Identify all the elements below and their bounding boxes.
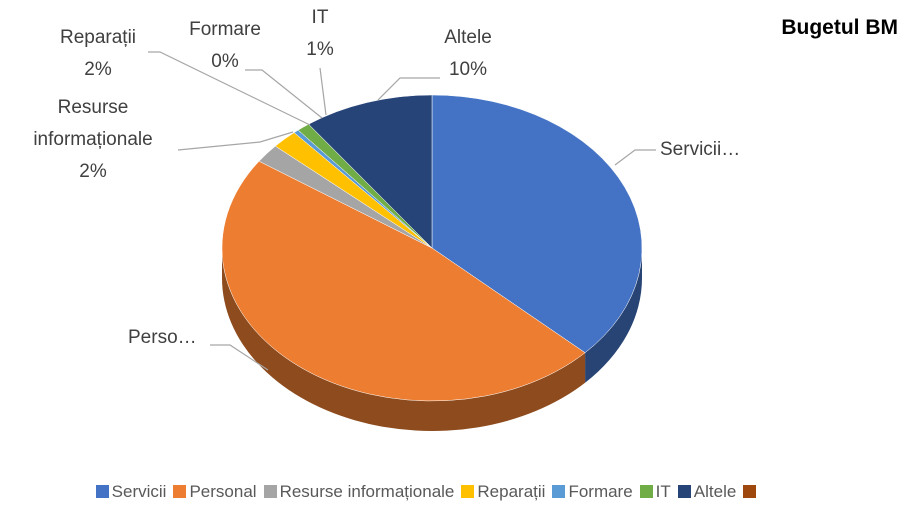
- pie-slice: [308, 94, 433, 249]
- data-label-value: 10%: [448, 59, 488, 80]
- pie-slice: [431, 94, 643, 354]
- legend-swatch: [677, 485, 691, 498]
- legend-item: Servicii: [95, 482, 167, 502]
- data-label-value: 1%: [306, 39, 334, 60]
- legend-label: Reparații: [477, 482, 546, 501]
- legend-item: Reparații: [461, 482, 545, 502]
- data-label: Formare 0%: [170, 14, 280, 78]
- leader-line: [210, 344, 269, 371]
- pie-slice: [221, 160, 586, 402]
- data-label-value: 2%: [84, 59, 112, 80]
- legend-label: Altele: [693, 482, 737, 501]
- legend-item: Personal: [173, 482, 257, 502]
- legend-swatch: [743, 485, 757, 498]
- chart-title: Bugetul BM: [781, 16, 898, 39]
- data-label: Reparații 2%: [48, 22, 148, 86]
- legend-swatch: [552, 485, 566, 498]
- pie-side: [585, 248, 642, 383]
- data-label-name: Altele: [444, 27, 492, 48]
- data-label-value: 0%: [211, 51, 239, 72]
- leader-line: [614, 149, 656, 166]
- leader-line: [148, 51, 311, 126]
- legend: Servicii Personal Resurse informaționale Re…: [95, 482, 767, 502]
- legend-swatch: [173, 485, 187, 498]
- legend-item: [743, 482, 759, 502]
- legend-swatch: [639, 485, 653, 498]
- leader-line: [245, 69, 323, 119]
- legend-label: Servicii: [111, 482, 167, 501]
- data-label: Servicii…: [660, 134, 770, 166]
- data-label-name: Perso…: [128, 327, 197, 348]
- legend-swatch: [461, 485, 475, 498]
- legend-label: Personal: [189, 482, 257, 501]
- data-label: Resurse informaționale 2%: [8, 92, 178, 188]
- data-label-name: IT: [311, 7, 329, 28]
- data-label-name: Resurse informaționale: [33, 97, 153, 150]
- leader-line: [319, 67, 327, 116]
- legend-item: Formare: [552, 482, 633, 502]
- legend-label: IT: [655, 482, 671, 501]
- leader-line: [177, 131, 294, 151]
- legend-item: Altele: [677, 482, 737, 502]
- data-label-name: Servicii…: [660, 139, 741, 160]
- legend-swatch: [263, 485, 277, 498]
- data-label-value: 2%: [79, 161, 107, 182]
- leader-line: [377, 77, 440, 101]
- legend-item: IT: [639, 482, 671, 502]
- data-label: Altele 10%: [420, 22, 516, 86]
- legend-swatch: [95, 485, 109, 498]
- data-label-name: Reparații: [59, 27, 137, 48]
- data-label: Perso…: [128, 322, 218, 354]
- pie-side: [222, 248, 586, 431]
- legend-label: Resurse informaționale: [279, 482, 455, 501]
- data-label-name: Formare: [189, 19, 261, 40]
- legend-label: Formare: [568, 482, 633, 501]
- legend-item: Resurse informaționale: [263, 482, 455, 502]
- data-label: IT 1%: [290, 2, 350, 66]
